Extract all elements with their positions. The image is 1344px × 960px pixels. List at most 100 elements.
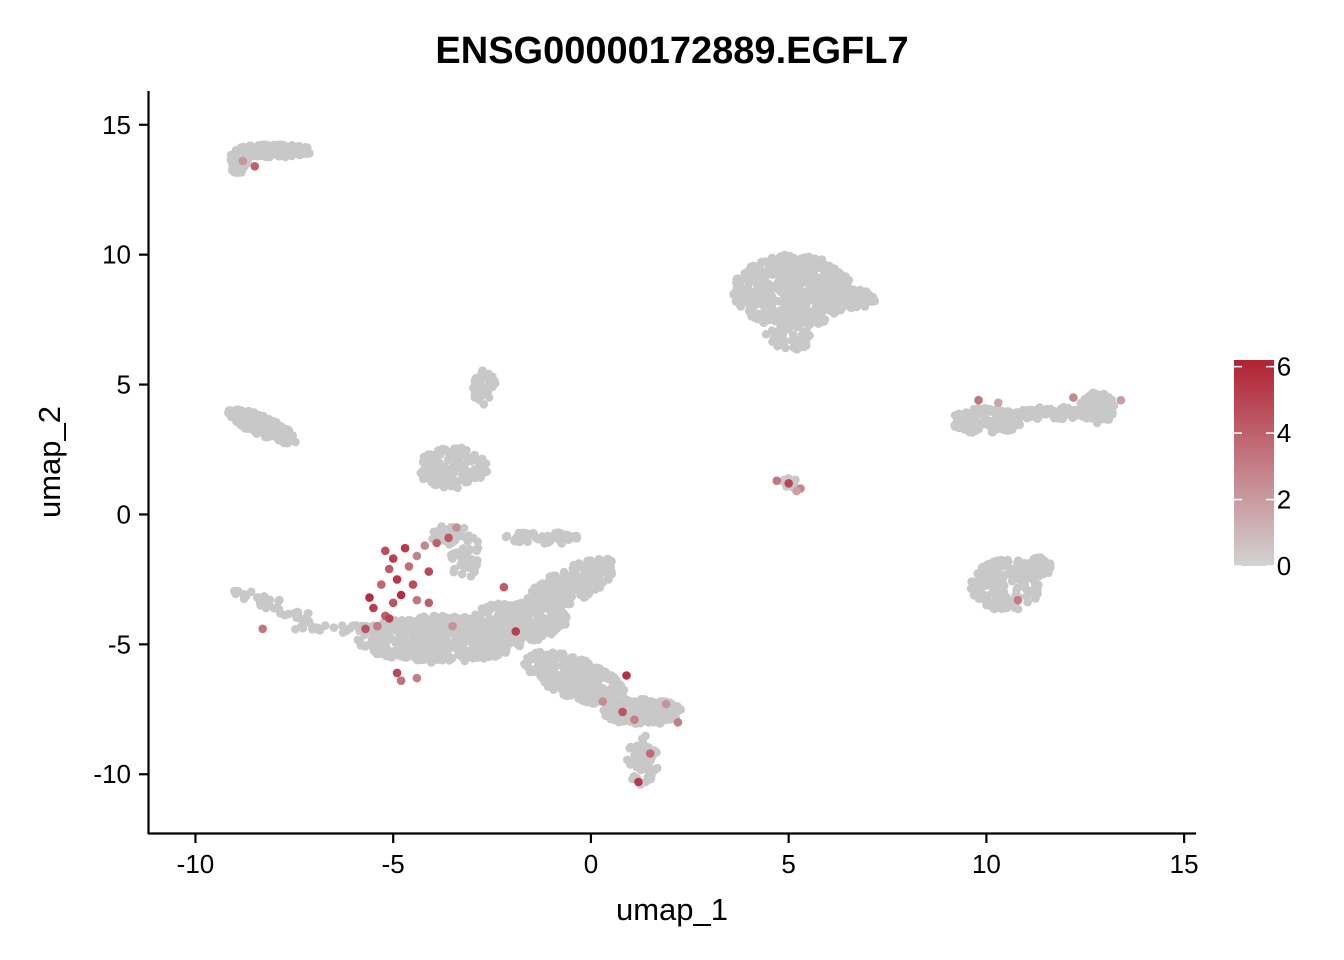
cell-point bbox=[581, 592, 590, 602]
cell-point bbox=[563, 667, 573, 676]
cell-point bbox=[768, 294, 778, 304]
cell-point bbox=[850, 297, 859, 306]
expressing-cell-point bbox=[396, 676, 406, 685]
cell-point bbox=[457, 547, 466, 557]
cell-point bbox=[784, 325, 793, 334]
cell-point bbox=[399, 646, 408, 655]
cell-point bbox=[565, 599, 574, 608]
cell-point bbox=[502, 634, 512, 643]
cell-point bbox=[482, 602, 492, 612]
cell-point bbox=[840, 298, 850, 307]
cell-point bbox=[581, 656, 591, 666]
expressing-cell-point bbox=[630, 715, 639, 724]
cell-point bbox=[799, 327, 808, 337]
cell-point bbox=[460, 460, 470, 469]
cell-point bbox=[1057, 412, 1066, 421]
cell-point bbox=[834, 268, 844, 277]
cell-point bbox=[269, 140, 279, 150]
cell-point bbox=[605, 555, 615, 565]
cell-point bbox=[800, 317, 810, 327]
cell-point bbox=[248, 411, 258, 421]
cell-point bbox=[440, 628, 450, 637]
cell-point bbox=[522, 661, 531, 671]
cell-point bbox=[291, 145, 300, 154]
cell-point bbox=[981, 404, 991, 414]
y-tick-label: 10 bbox=[102, 240, 131, 270]
x-tick-label: 15 bbox=[1170, 849, 1199, 879]
cell-point bbox=[458, 653, 467, 662]
cell-point bbox=[794, 285, 803, 294]
expressing-cell-point bbox=[408, 580, 418, 589]
cell-point bbox=[575, 676, 584, 686]
cell-point bbox=[1109, 401, 1118, 410]
cell-point bbox=[1104, 393, 1113, 402]
cell-point bbox=[488, 372, 497, 382]
scatter-points bbox=[224, 140, 1126, 789]
cell-point bbox=[638, 717, 647, 726]
cell-point bbox=[729, 289, 739, 298]
cell-point bbox=[442, 616, 451, 626]
cell-point bbox=[554, 680, 564, 689]
expressing-cell-point bbox=[381, 546, 390, 556]
cell-point bbox=[397, 616, 407, 625]
cell-point bbox=[1068, 413, 1077, 423]
cell-point bbox=[421, 654, 431, 663]
expressing-cell-point bbox=[420, 541, 430, 550]
cell-point bbox=[615, 680, 624, 689]
cell-point bbox=[225, 408, 235, 418]
x-ticks: -10 -5 0 5 10 15 bbox=[177, 834, 1199, 879]
cell-point bbox=[566, 587, 575, 596]
cell-point bbox=[1050, 413, 1059, 423]
cell-point bbox=[785, 251, 794, 261]
cell-point bbox=[421, 458, 430, 468]
cell-point bbox=[821, 289, 830, 298]
chart-title: ENSG00000172889.EGFL7 bbox=[435, 30, 908, 72]
cell-point bbox=[759, 318, 768, 328]
cell-point bbox=[329, 623, 339, 632]
cell-point bbox=[812, 279, 821, 288]
cell-point bbox=[995, 408, 1004, 417]
cell-point bbox=[604, 705, 614, 715]
cell-point bbox=[824, 275, 834, 284]
cell-point bbox=[608, 672, 617, 681]
cell-point bbox=[820, 315, 830, 324]
cell-point bbox=[559, 652, 568, 662]
expressing-cell-point bbox=[365, 593, 374, 602]
cell-point bbox=[280, 610, 290, 620]
cell-point bbox=[510, 536, 519, 545]
cell-point bbox=[813, 316, 823, 326]
cell-point bbox=[473, 543, 483, 553]
cell-point bbox=[456, 642, 466, 652]
cell-point bbox=[416, 618, 426, 627]
cell-point bbox=[731, 297, 741, 306]
cell-point bbox=[778, 281, 788, 291]
legend-tick-label: 6 bbox=[1277, 352, 1291, 382]
cell-point bbox=[449, 453, 459, 463]
expressing-cell-point bbox=[432, 538, 442, 548]
cell-point bbox=[797, 296, 806, 306]
cell-point bbox=[551, 571, 560, 580]
cell-point bbox=[231, 162, 241, 171]
cell-point bbox=[581, 674, 591, 683]
cell-point bbox=[291, 624, 300, 634]
expressing-cell-point bbox=[396, 590, 406, 600]
cell-point bbox=[533, 586, 542, 595]
cell-point bbox=[1029, 567, 1038, 576]
cell-point bbox=[653, 763, 662, 773]
cell-point bbox=[463, 547, 473, 556]
cell-point bbox=[481, 640, 491, 650]
cell-point bbox=[363, 641, 372, 650]
cell-point bbox=[346, 623, 355, 633]
cell-point bbox=[984, 421, 994, 430]
cell-point bbox=[485, 614, 494, 624]
legend-ticks: 0 2 4 6 bbox=[1234, 352, 1291, 581]
expressing-cell-point bbox=[412, 551, 422, 561]
cell-point bbox=[748, 310, 758, 320]
cell-point bbox=[444, 468, 453, 478]
cell-point bbox=[550, 655, 559, 664]
cell-point bbox=[265, 149, 274, 158]
cell-point bbox=[640, 762, 649, 772]
expressing-cell-point bbox=[673, 718, 683, 727]
cell-point bbox=[588, 699, 598, 708]
